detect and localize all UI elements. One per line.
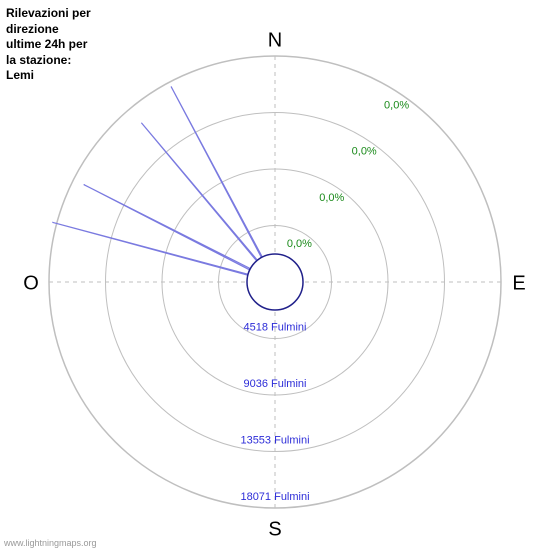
footer-credit: www.lightningmaps.org: [4, 538, 97, 548]
pct-label-1: 0,0%: [319, 192, 344, 204]
cardinal-e: E: [512, 272, 525, 294]
spike-2: [141, 123, 257, 261]
count-label-3: 18071 Fulmini: [240, 491, 309, 503]
cardinal-w: O: [23, 272, 39, 294]
count-label-2: 13553 Fulmini: [240, 435, 309, 447]
count-label-0: 4518 Fulmini: [244, 322, 307, 334]
count-label-1: 9036 Fulmini: [244, 378, 307, 390]
pct-label-3: 0,0%: [384, 99, 409, 111]
spike-0: [52, 222, 248, 275]
cardinal-n: N: [268, 29, 282, 51]
pct-label-2: 0,0%: [352, 146, 377, 158]
cardinal-s: S: [268, 518, 281, 540]
pct-label-0: 0,0%: [287, 238, 312, 250]
polar-chart: 0,0% 4518 Fulmini 0,0% 9036 Fulmini 0,0% 1355…: [0, 0, 550, 550]
spike-1: [84, 185, 251, 270]
center-hole: [247, 254, 303, 310]
chart-container: Rilevazioni per direzione ultime 24h per…: [0, 0, 550, 550]
